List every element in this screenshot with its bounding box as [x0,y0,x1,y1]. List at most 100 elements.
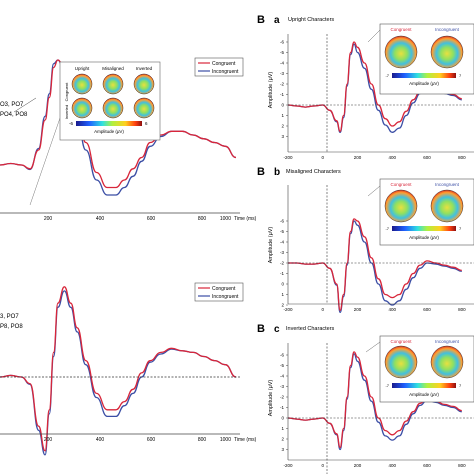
x-tick-label: -200 [283,155,293,160]
topo-col-label: Inverted [136,66,153,71]
y-tick-label: -6 [280,353,284,358]
y-tick-label: -2 [280,261,284,266]
x-tick-label: -200 [283,463,293,468]
y-tick-label: -1 [280,405,284,410]
left-bottom-channel-label-1: 3, PO7 [0,314,19,320]
panel-b-a: B a Upright Characters Amplitude (μV) -6… [257,14,474,160]
y-tick-label: 0 [281,282,284,287]
y-tick-label: -2 [280,395,284,400]
y-tick-label: 3 [281,134,284,139]
x-unit-label: Time (ms) [234,216,257,222]
topo-colorbar [76,121,142,126]
colorbar-max: 7 [459,226,462,231]
y-tick-label: 3 [281,447,284,452]
x-ticks: -200 0 200 400 600 800 [283,155,466,160]
colorbar-min: -6 [69,121,73,126]
y-tick-label: 1 [281,292,284,297]
legend-label: Congruent [212,61,236,67]
y-tick-label: 2 [281,303,284,308]
panel-sub-letter: c [274,324,280,335]
y-tick-label: 1 [281,426,284,431]
colorbar [392,226,456,231]
colorbar-label: Amplitude (μV) [409,392,439,397]
x-tick: 200 [44,216,53,222]
topo-col-label: Misaligned [102,66,124,71]
topo-inset: Congruent Incongruent -7 7 Amplitude (μV… [379,178,474,246]
y-tick-label: -6 [280,40,284,45]
x-tick: 800 [198,437,207,443]
y-tick-label: -4 [280,374,284,379]
topo-label-incongruent: Incongruent [435,339,460,344]
y-tick-label: -1 [280,271,284,276]
y-tick-label: 2 [281,124,284,129]
topo-map [133,97,155,119]
y-axis-label: Amplitude (μV) [268,72,274,109]
y-tick-label: -3 [280,384,284,389]
panel-letter: B [257,323,265,335]
y-tick-label: -3 [280,71,284,76]
topo-map-congruent [384,189,418,223]
topo-map-incongruent [430,189,464,223]
y-tick-label: 1 [281,113,284,118]
topo-label-incongruent: Incongruent [435,182,460,187]
y-ticks: -6 -5 -4 -3 -2 -1 0 1 2 3 [280,353,288,452]
left-top-channel-label-2: PO4, PO8 [0,112,28,118]
topo-map-incongruent [430,35,464,69]
topo-label-congruent: Congruent [390,182,412,187]
x-tick-label: 0 [322,463,325,468]
panel-b-c: B c Inverted Characters Amplitude (μV) -… [257,323,474,474]
topo-map-congruent [384,35,418,69]
x-tick: 400 [96,216,105,222]
panel-title: Misaligned Characters [286,169,341,175]
panel-sub-letter: b [274,167,280,178]
x-tick: 1000 [220,216,231,222]
panel-letter: B [257,166,265,178]
topo-label-incongruent: Incongruent [435,27,460,32]
x-tick: 600 [147,216,156,222]
y-tick-label: -5 [280,363,284,368]
colorbar [392,383,456,388]
colorbar-max: 7 [459,73,462,78]
topo-pointer [367,185,381,197]
x-tick-label: 200 [354,155,362,160]
colorbar-min: -7 [385,73,389,78]
legend-label: Incongruent [212,69,239,75]
y-tick-label: -4 [280,240,284,245]
left-bottom-x-ticks: 200 400 600 800 1000 Time (ms) [44,437,257,443]
y-ticks: -6 -5 -4 -3 -2 -1 0 1 2 [280,219,288,308]
colorbar-min: -7 [385,383,389,388]
topo-map [71,73,93,95]
legend-label: Congruent [212,286,236,292]
topo-inset: Congruent Incongruent -7 7 Amplitude (μV… [379,23,474,95]
x-tick-label: 0 [322,307,325,312]
topo-inset: Congruent Incongruent -7 7 Amplitude (μV… [379,335,474,403]
topo-row-label: Congruent [64,82,69,102]
series-line-congruent-left-bottom [0,286,237,452]
y-tick-label: -2 [280,82,284,87]
x-tick-label: 600 [423,307,431,312]
x-ticks: -200 0 200 400 600 800 [283,463,466,468]
y-axis-label: Amplitude (μV) [268,380,274,417]
x-tick: 600 [147,437,156,443]
x-tick: 1000 [220,437,231,443]
x-unit-label: Time (ms) [234,437,257,443]
left-bottom-panel: 3, PO7 P8, PO8 200 400 600 800 1000 Time… [0,282,257,443]
y-tick-label: -1 [280,92,284,97]
panel-letter: B [257,14,265,26]
x-tick-label: 400 [389,463,397,468]
x-tick-label: -200 [283,307,293,312]
x-tick: 200 [44,437,53,443]
y-axis-label: Amplitude (μV) [268,227,274,264]
colorbar-min: -7 [385,226,389,231]
x-tick-label: 800 [458,155,466,160]
series-line-congruent-b-b [288,218,462,311]
x-ticks: -200 0 200 400 600 800 [283,307,466,312]
y-tick-label: -5 [280,50,284,55]
left-bottom-channel-label-2: P8, PO8 [0,324,23,330]
x-tick-label: 600 [423,155,431,160]
x-tick-label: 200 [354,307,362,312]
topo-map-congruent [384,345,418,379]
topo-col-label: Upright [75,66,90,71]
x-tick-label: 200 [354,463,362,468]
y-tick-label: 0 [281,103,284,108]
